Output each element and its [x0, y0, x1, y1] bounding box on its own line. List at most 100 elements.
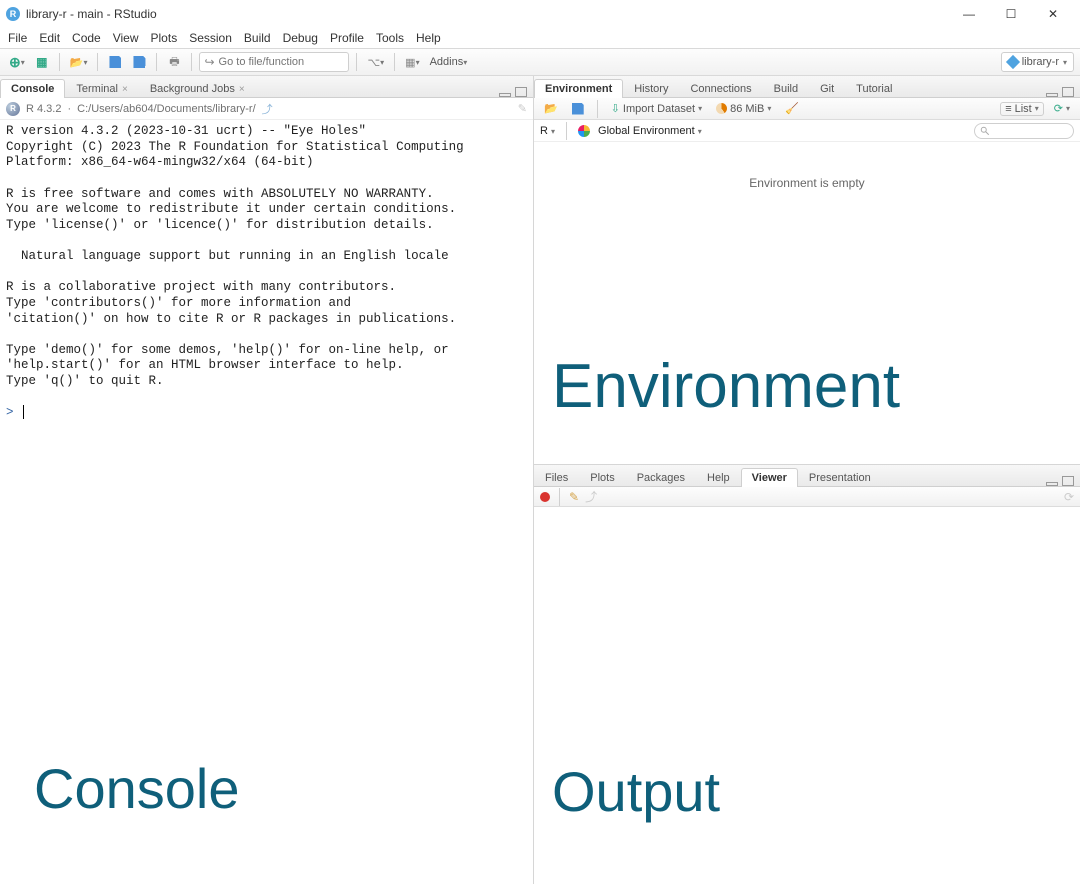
- tab-viewer-label: Viewer: [752, 472, 787, 484]
- menu-edit[interactable]: Edit: [39, 31, 60, 45]
- r-version-label: R 4.3.2: [26, 103, 61, 115]
- keyboard-shortcuts-button[interactable]: ⌥▾: [364, 52, 387, 72]
- memory-usage-button[interactable]: 86 MiB▾: [712, 102, 775, 116]
- new-file-button[interactable]: ⊕▾: [6, 52, 28, 72]
- toolbar-separator: [356, 53, 357, 71]
- clear-console-button[interactable]: ✎: [518, 102, 527, 115]
- tab-terminal-label: Terminal: [76, 83, 118, 95]
- viewer-clear-button[interactable]: [540, 492, 550, 502]
- tab-packages[interactable]: Packages: [626, 468, 696, 487]
- tab-tutorial[interactable]: Tutorial: [845, 79, 903, 98]
- open-file-button[interactable]: 📂▾: [67, 52, 91, 72]
- menu-plots[interactable]: Plots: [151, 31, 178, 45]
- view-mode-button[interactable]: ≡ List ▾: [1000, 102, 1044, 116]
- toolbar-separator: [394, 53, 395, 71]
- working-dir-popup-icon[interactable]: ⤴: [262, 101, 273, 117]
- menu-build[interactable]: Build: [244, 31, 271, 45]
- save-all-button[interactable]: [129, 52, 149, 72]
- console-pane: Console Terminal× Background Jobs× R R 4…: [0, 76, 534, 884]
- environment-scope-selector[interactable]: Global Environment ▾: [598, 125, 702, 137]
- menu-session[interactable]: Session: [189, 31, 232, 45]
- pane-window-controls: [493, 87, 533, 97]
- search-icon: [980, 126, 990, 136]
- tab-git[interactable]: Git: [809, 79, 845, 98]
- clear-objects-button[interactable]: 🧹: [781, 101, 803, 116]
- tab-help[interactable]: Help: [696, 468, 741, 487]
- overlay-label-output: Output: [552, 759, 720, 824]
- project-selector[interactable]: library-r ▾: [1001, 52, 1074, 72]
- tab-connections[interactable]: Connections: [679, 79, 762, 98]
- window-title: library-r - main - RStudio: [26, 7, 157, 21]
- main-menubar: File Edit Code View Plots Session Build …: [0, 28, 1080, 48]
- console-body[interactable]: R version 4.3.2 (2023-10-31 ucrt) -- "Ey…: [0, 120, 533, 884]
- menu-debug[interactable]: Debug: [283, 31, 318, 45]
- console-cursor: [23, 405, 24, 419]
- tab-terminal[interactable]: Terminal ×: [65, 79, 138, 98]
- refresh-button[interactable]: ⟳▾: [1050, 101, 1074, 116]
- pane-minimize-button[interactable]: [1046, 482, 1058, 486]
- tab-presentation-label: Presentation: [809, 472, 871, 484]
- working-directory[interactable]: C:/Users/ab604/Documents/library-r/: [77, 103, 256, 115]
- right-column: Environment History Connections Build Gi…: [534, 76, 1080, 884]
- grid-button[interactable]: ▦▾: [402, 52, 422, 72]
- environment-body: Environment is empty Environment: [534, 142, 1080, 464]
- import-dataset-button[interactable]: ⇩Import Dataset▾: [607, 101, 706, 116]
- save-workspace-button[interactable]: [568, 102, 588, 116]
- close-icon[interactable]: ×: [122, 84, 128, 95]
- menu-code[interactable]: Code: [72, 31, 101, 45]
- tab-presentation[interactable]: Presentation: [798, 468, 882, 487]
- window-close-button[interactable]: ✕: [1032, 0, 1074, 28]
- language-label: R: [540, 125, 548, 137]
- save-button[interactable]: [105, 52, 125, 72]
- pane-window-controls: [1040, 476, 1080, 486]
- environment-scope-label: Global Environment: [598, 125, 695, 137]
- environment-search[interactable]: [974, 123, 1074, 139]
- overlay-label-console: Console: [34, 754, 239, 824]
- menu-file[interactable]: File: [8, 31, 27, 45]
- toolbar-separator: [59, 53, 60, 71]
- pane-maximize-button[interactable]: [515, 87, 527, 97]
- menu-help[interactable]: Help: [416, 31, 441, 45]
- tab-background-jobs[interactable]: Background Jobs×: [139, 79, 256, 98]
- print-button[interactable]: 🖶: [164, 52, 184, 72]
- viewer-export-button[interactable]: ⤴: [585, 488, 597, 505]
- pane-maximize-button[interactable]: [1062, 476, 1074, 486]
- environment-pane: Environment History Connections Build Gi…: [534, 76, 1080, 464]
- viewer-body: Output: [534, 507, 1080, 884]
- viewer-sync-button[interactable]: ⟳: [1064, 490, 1074, 504]
- menu-tools[interactable]: Tools: [376, 31, 404, 45]
- window-minimize-button[interactable]: —: [948, 0, 990, 28]
- tab-viewer[interactable]: Viewer: [741, 468, 798, 487]
- tab-connections-label: Connections: [690, 83, 751, 95]
- pane-minimize-button[interactable]: [499, 93, 511, 97]
- new-project-button[interactable]: ▦: [32, 52, 52, 72]
- tab-history[interactable]: History: [623, 79, 679, 98]
- menu-view[interactable]: View: [113, 31, 139, 45]
- environment-pane-tabs: Environment History Connections Build Gi…: [534, 76, 1080, 98]
- tab-environment-label: Environment: [545, 83, 612, 95]
- rstudio-app-icon: R: [6, 7, 20, 21]
- tab-build[interactable]: Build: [763, 79, 809, 98]
- project-name: library-r: [1022, 56, 1059, 68]
- tab-git-label: Git: [820, 83, 834, 95]
- menu-profile[interactable]: Profile: [330, 31, 364, 45]
- language-selector[interactable]: R ▾: [540, 125, 555, 137]
- close-icon[interactable]: ×: [239, 84, 245, 95]
- main-toolbar: ⊕▾ ▦ 📂▾ 🖶 ↪ ⌥▾ ▦▾ Addins ▾ library-r ▾: [0, 48, 1080, 76]
- pane-maximize-button[interactable]: [1062, 87, 1074, 97]
- goto-file-function[interactable]: ↪: [199, 52, 349, 72]
- viewer-brush-button[interactable]: ✎: [569, 490, 579, 504]
- tab-environment[interactable]: Environment: [534, 79, 623, 98]
- addins-button[interactable]: Addins ▾: [427, 52, 471, 72]
- tab-plots[interactable]: Plots: [579, 468, 625, 487]
- pane-minimize-button[interactable]: [1046, 93, 1058, 97]
- console-pane-tabs: Console Terminal × Background Jobs×: [0, 76, 533, 98]
- goto-file-function-input[interactable]: [219, 56, 345, 68]
- toolbar-separator: [559, 488, 560, 506]
- overlay-label-environment: Environment: [552, 351, 900, 422]
- tab-files[interactable]: Files: [534, 468, 579, 487]
- window-maximize-button[interactable]: ☐: [990, 0, 1032, 28]
- tab-console[interactable]: Console: [0, 79, 65, 98]
- load-workspace-button[interactable]: 📂: [540, 101, 562, 116]
- tab-tutorial-label: Tutorial: [856, 83, 892, 95]
